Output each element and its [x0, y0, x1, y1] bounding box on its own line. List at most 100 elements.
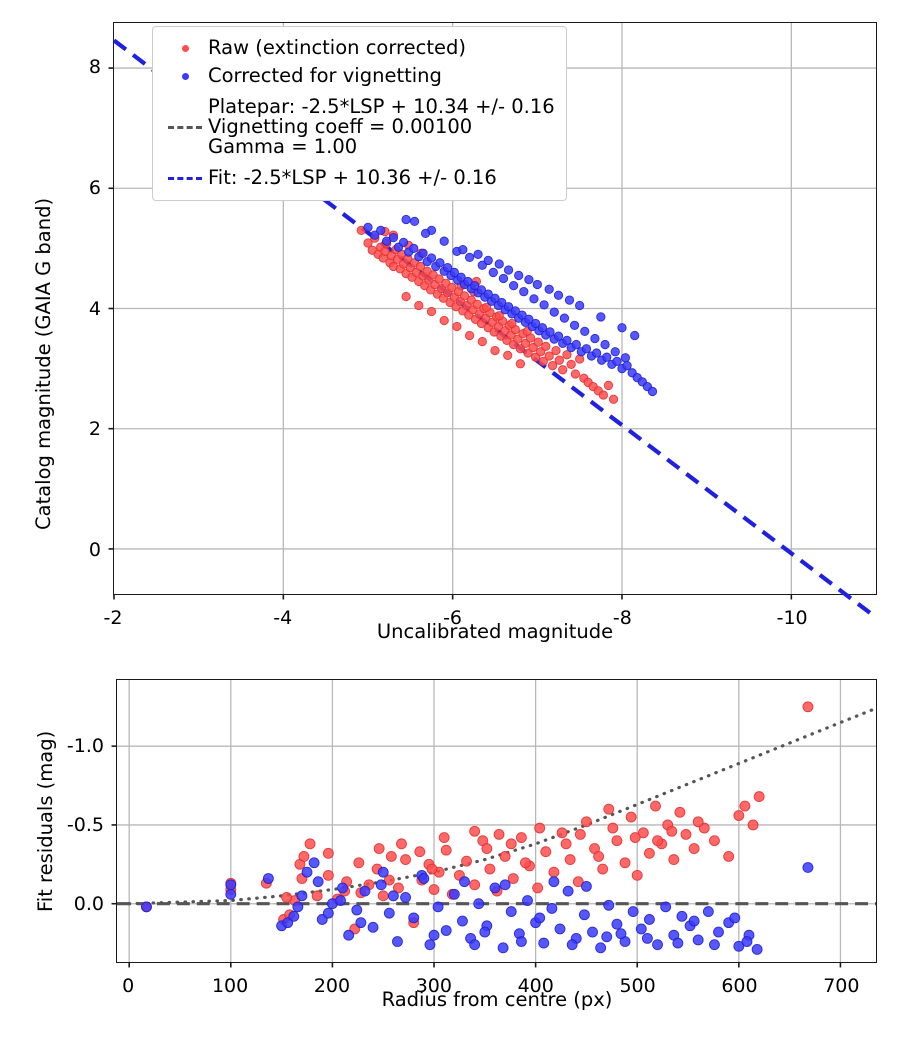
data-point	[304, 838, 316, 850]
data-point	[729, 912, 741, 924]
data-point	[619, 857, 631, 869]
data-point	[401, 214, 411, 225]
data-point	[620, 353, 631, 363]
data-point	[617, 323, 627, 333]
ytick-label: -0.5	[66, 813, 104, 836]
data-point	[652, 835, 663, 847]
data-point	[515, 832, 527, 843]
data-point	[608, 394, 619, 404]
data-point	[548, 876, 560, 888]
data-point	[484, 863, 496, 875]
data-point	[641, 932, 653, 944]
data-point	[337, 882, 349, 894]
data-point	[643, 847, 655, 859]
corrected-marker-icon	[162, 72, 208, 80]
data-point	[554, 355, 564, 365]
data-point	[569, 320, 580, 330]
data-point	[322, 869, 334, 881]
xtick-label: 600	[721, 975, 758, 997]
ytick-label: 2	[88, 418, 101, 441]
data-point	[370, 230, 380, 240]
data-point	[591, 348, 602, 358]
data-point	[529, 294, 539, 304]
data-point	[660, 901, 672, 913]
data-point	[409, 243, 419, 254]
xtick-label: 0	[122, 975, 135, 997]
data-point	[363, 238, 373, 248]
data-point	[461, 855, 472, 867]
xtick-label: -6	[443, 607, 463, 629]
scatter-series-raw	[356, 225, 619, 404]
data-point	[692, 934, 704, 946]
data-point	[631, 869, 643, 881]
data-point	[603, 899, 615, 911]
data-point	[439, 315, 449, 326]
data-point	[545, 327, 555, 337]
data-point	[377, 890, 389, 902]
data-point	[385, 851, 397, 862]
data-point	[597, 863, 609, 875]
xtick-label: -10	[776, 607, 808, 629]
data-point	[497, 942, 509, 954]
data-point	[590, 333, 600, 344]
data-point	[538, 937, 550, 949]
data-point	[335, 895, 346, 906]
data-point	[363, 222, 373, 232]
data-point	[481, 843, 493, 854]
data-point	[553, 331, 564, 341]
data-point	[520, 857, 531, 869]
data-point	[637, 827, 649, 839]
fit-residuals-canvas	[111, 680, 878, 968]
data-point	[420, 228, 431, 239]
data-point	[396, 838, 407, 850]
data-point	[464, 252, 475, 263]
legend-item-raw: Raw (extinction corrected)	[162, 34, 555, 62]
data-point	[515, 359, 526, 369]
data-point	[688, 915, 700, 927]
ytick-label: 0	[88, 538, 101, 561]
data-point	[556, 827, 568, 839]
grid-lines	[117, 680, 876, 962]
bottom-y-axis-title: Fit residuals (mag)	[34, 730, 57, 912]
data-point	[601, 931, 613, 943]
data-point	[580, 816, 592, 828]
data-point	[418, 873, 430, 884]
legend-item-fit: Fit: -2.5*LSP + 10.36 +/- 0.16	[162, 164, 555, 192]
data-point	[322, 907, 334, 919]
data-point	[519, 287, 529, 297]
ytick-label: 4	[88, 297, 101, 320]
data-point	[489, 882, 501, 894]
data-point	[262, 873, 274, 884]
legend-label-platepar: Platepar: -2.5*LSP + 10.34 +/- 0.16	[208, 95, 555, 119]
scatter-series-corrected	[363, 214, 658, 397]
data-point	[612, 356, 622, 367]
data-point	[593, 851, 605, 862]
top-y-axis-title: Catalog magnitude (GAIA G band)	[32, 197, 55, 530]
data-point	[615, 928, 627, 940]
data-point	[692, 816, 704, 828]
data-point	[424, 939, 436, 951]
scatter-series-raw	[141, 701, 814, 935]
top-x-axis-title: Uncalibrated magnitude	[376, 620, 614, 643]
data-point	[603, 803, 615, 815]
data-point	[343, 929, 355, 941]
data-point	[449, 267, 459, 278]
data-point	[472, 299, 482, 309]
data-point	[570, 369, 581, 379]
data-point	[428, 884, 440, 895]
data-point	[493, 828, 505, 840]
data-point	[503, 265, 514, 275]
data-point	[581, 344, 592, 354]
data-point	[477, 336, 487, 347]
data-point	[575, 300, 585, 311]
data-point	[549, 307, 559, 317]
data-point	[400, 891, 411, 903]
data-point	[391, 936, 403, 947]
data-point	[469, 939, 481, 951]
data-point	[540, 846, 552, 858]
data-point	[600, 339, 610, 350]
data-point	[440, 925, 452, 936]
data-point	[499, 879, 511, 891]
photometric-fit-line	[112, 38, 878, 620]
data-point	[610, 347, 620, 357]
